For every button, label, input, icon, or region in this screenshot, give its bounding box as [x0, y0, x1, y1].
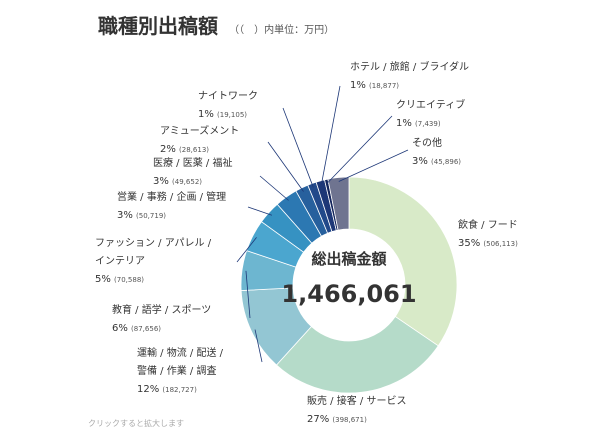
unit-note: （（ ）内単位：万円）	[229, 25, 335, 36]
pie-slice[interactable]	[348, 176, 458, 347]
slice-label: ファッション / アパレル /	[95, 237, 212, 249]
slice-label: ホテル / 旅館 / ブライダル	[350, 60, 469, 73]
slice-value-label: 35% (506,113)	[458, 238, 518, 249]
pie-slice[interactable]	[275, 315, 439, 394]
slice-label: 医療 / 医薬 / 福祉	[153, 156, 232, 169]
slice-label: 警備 / 作業 / 調査	[137, 364, 216, 377]
slice-value-label: 1% (7,439)	[396, 118, 441, 129]
slice-label: 運輸 / 物流 / 配送 /	[137, 346, 224, 359]
leader-line	[254, 329, 263, 363]
footnote: クリックすると拡大します	[88, 419, 184, 428]
leader-line	[326, 115, 393, 184]
leader-lines-group	[236, 85, 409, 363]
slice-label: 営業 / 事務 / 企画 / 管理	[117, 190, 226, 203]
leader-line	[247, 206, 273, 216]
leader-line	[320, 85, 341, 185]
slice-value-label: 5% (70,588)	[95, 274, 144, 285]
slice-value-label: 6% (87,656)	[112, 323, 161, 334]
slice-label: その他	[412, 136, 442, 149]
center-label: 総出稿金額	[311, 250, 386, 268]
leader-line	[245, 270, 251, 319]
slices-group	[240, 176, 458, 394]
slice-value-label: 3% (45,896)	[412, 156, 461, 167]
page-title: 職種別出稿額	[98, 14, 218, 38]
leader-line	[338, 149, 409, 182]
slice-label: 飲食 / フード	[458, 218, 518, 231]
slice-label: クリエイティブ	[396, 98, 465, 111]
labels-group: 飲食 / フード 35% (506,113) 販売 / 接客 / サービス 27% (…	[95, 60, 518, 425]
slice-value-label: 1% (19,105)	[198, 109, 247, 120]
slice-label: ナイトワーク	[198, 90, 258, 102]
slice-value-label: 1% (18,877)	[350, 80, 399, 91]
slice-value-label: 3% (49,652)	[153, 176, 202, 187]
slice-label: インテリア	[95, 256, 145, 267]
pie-slice[interactable]	[327, 176, 350, 231]
leader-line	[267, 141, 304, 192]
leader-line	[282, 107, 314, 188]
slice-value-label: 3% (50,719)	[117, 210, 166, 221]
title-block: 職種別出稿額 （（ ）内単位：万円）	[98, 10, 334, 39]
slice-label: 販売 / 接客 / サービス	[307, 394, 406, 407]
slice-value-label: 27% (398,671)	[307, 414, 367, 425]
center-total: 1,466,061	[281, 280, 416, 308]
slice-label: 教育 / 語学 / スポーツ	[112, 303, 211, 316]
slice-value-label: 2% (28,613)	[160, 144, 209, 155]
slice-label: アミューズメント	[160, 124, 239, 137]
leader-line	[259, 175, 289, 201]
slice-value-label: 12% (182,727)	[137, 384, 197, 395]
leader-line	[236, 237, 257, 263]
